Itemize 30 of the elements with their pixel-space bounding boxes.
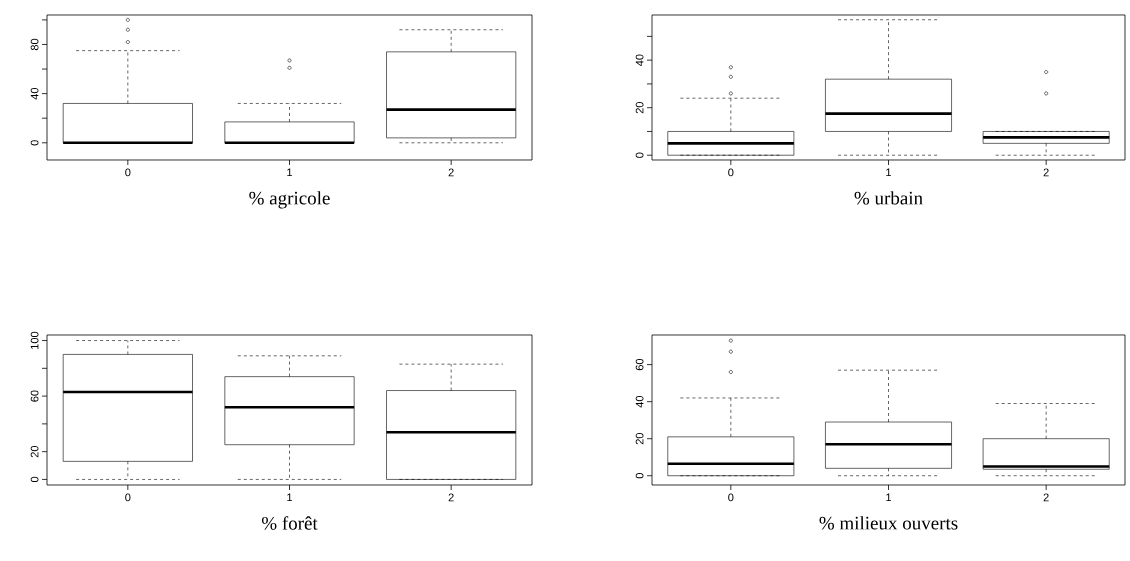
y-tick-label: 0 (635, 152, 644, 158)
y-tick-label: 20 (635, 433, 644, 445)
x-tick-label: 1 (287, 493, 293, 502)
y-tick-label: 20 (635, 102, 644, 114)
y-tick-label: 80 (30, 38, 39, 51)
y-tick-label: 40 (635, 395, 644, 408)
y-tick-label: 0 (30, 476, 39, 483)
x-tick-label: 0 (728, 168, 734, 177)
x-axis-title: % milieux ouverts (819, 516, 958, 530)
x-tick-label: 0 (125, 493, 131, 502)
y-tick-label: 0 (30, 140, 39, 146)
y-tick-label: 20 (30, 445, 39, 458)
x-tick-label: 2 (1043, 168, 1049, 177)
x-tick-label: 1 (287, 168, 293, 177)
x-tick-label: 2 (448, 493, 454, 502)
y-tick-label: 40 (635, 54, 644, 67)
x-axis-title: % urbain (854, 191, 923, 205)
y-tick-label: 40 (30, 87, 39, 100)
y-tick-label: 0 (635, 473, 644, 479)
x-tick-label: 1 (886, 168, 892, 177)
y-tick-label: 60 (635, 358, 644, 371)
y-tick-label: 100 (30, 331, 39, 349)
x-tick-label: 0 (728, 493, 734, 502)
x-axis-title: % agricole (249, 191, 330, 209)
x-tick-label: 0 (125, 168, 131, 177)
x-axis-title: % forêt (261, 516, 318, 530)
x-tick-label: 1 (886, 493, 892, 502)
y-tick-label: 60 (30, 390, 39, 402)
x-tick-label: 2 (448, 168, 454, 177)
x-tick-label: 2 (1043, 493, 1049, 502)
